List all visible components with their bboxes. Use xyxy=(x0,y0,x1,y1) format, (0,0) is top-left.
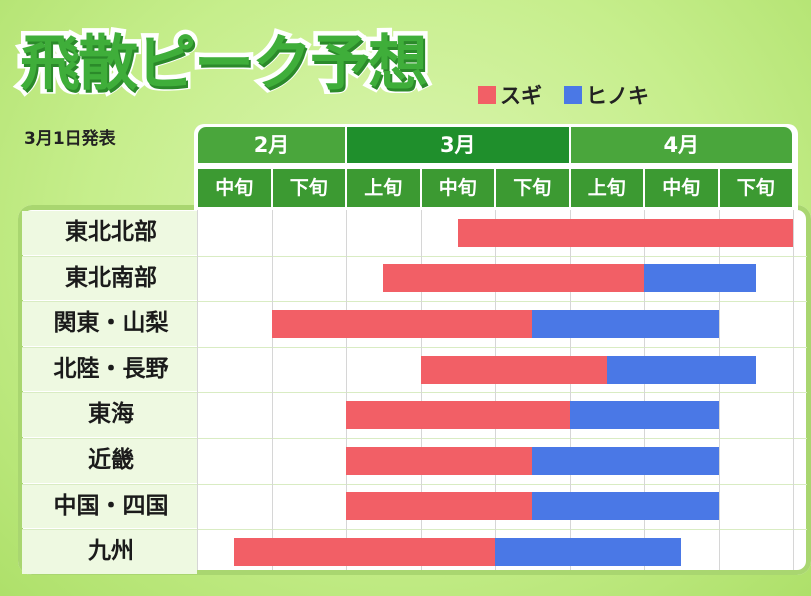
bar-sugi xyxy=(234,538,495,566)
bar-sugi xyxy=(420,355,607,384)
legend: スギ ヒノキ xyxy=(478,80,649,110)
grid-line xyxy=(793,210,794,570)
bar-hinoki xyxy=(644,264,756,293)
bar-sugi xyxy=(346,446,533,475)
row-label-bg xyxy=(22,256,197,301)
period-header: 下旬 xyxy=(719,169,792,207)
region-label: 関東・山梨 xyxy=(53,310,169,337)
region-label: 中国・四国 xyxy=(53,492,169,519)
row-label-bg xyxy=(22,393,197,437)
month-header: 4月 xyxy=(570,127,792,163)
period-header: 上旬 xyxy=(570,169,643,207)
row-separator xyxy=(22,483,807,485)
grid-line xyxy=(421,210,422,570)
row-separator xyxy=(22,438,807,439)
region-label: 東北南部 xyxy=(65,264,157,291)
bar-hinoki xyxy=(495,538,682,566)
bar-hinoki xyxy=(569,401,719,430)
bar-sugi xyxy=(346,492,533,521)
month-header: 2月 xyxy=(198,127,345,163)
legend-swatch-hinoki xyxy=(564,86,582,104)
grid-line xyxy=(197,210,198,570)
grid-line xyxy=(495,210,496,570)
bar-sugi xyxy=(457,218,793,247)
period-header: 上旬 xyxy=(347,169,420,207)
row-separator xyxy=(22,255,807,257)
bar-sugi xyxy=(383,264,644,293)
row-label-bg xyxy=(22,302,197,346)
period-header: 下旬 xyxy=(272,169,345,207)
row-label-bg xyxy=(22,347,197,392)
region-label: 九州 xyxy=(88,538,134,565)
grid-line xyxy=(346,210,347,570)
row-separator xyxy=(22,529,807,531)
bar-hinoki xyxy=(532,492,719,521)
period-header: 中旬 xyxy=(198,169,271,207)
row-label-bg xyxy=(22,211,197,255)
grid-line xyxy=(644,210,645,570)
region-label: 北陸・長野 xyxy=(53,355,169,382)
period-header: 下旬 xyxy=(496,169,569,207)
month-header: 3月 xyxy=(347,127,569,163)
row-label-bg xyxy=(22,439,197,483)
legend-label-hinoki: ヒノキ xyxy=(586,84,649,108)
period-header: 中旬 xyxy=(645,169,718,207)
announcement-date: 3月1日発表 xyxy=(24,129,116,149)
row-separator xyxy=(22,346,807,348)
row-separator xyxy=(22,392,807,394)
region-label: 東海 xyxy=(88,401,134,428)
row-label-bg xyxy=(22,530,197,574)
bar-hinoki xyxy=(606,355,756,384)
region-label: 東北北部 xyxy=(65,219,157,245)
legend-label-sugi: スギ xyxy=(500,84,542,108)
grid-line xyxy=(570,210,571,570)
row-separator xyxy=(22,301,807,303)
grid-line xyxy=(272,210,273,570)
bar-sugi xyxy=(271,310,533,338)
page-title: 飛散ピーク予想 xyxy=(16,25,433,104)
region-label: 近畿 xyxy=(88,447,134,473)
row-label-bg xyxy=(22,484,197,529)
grid-line xyxy=(719,210,720,570)
bar-hinoki xyxy=(532,446,719,475)
bar-hinoki xyxy=(532,310,719,338)
legend-item-hinoki: ヒノキ xyxy=(564,80,649,110)
legend-swatch-sugi xyxy=(478,86,496,104)
legend-item-sugi: スギ xyxy=(478,80,542,110)
bar-sugi xyxy=(346,401,570,430)
period-header: 中旬 xyxy=(421,169,494,207)
